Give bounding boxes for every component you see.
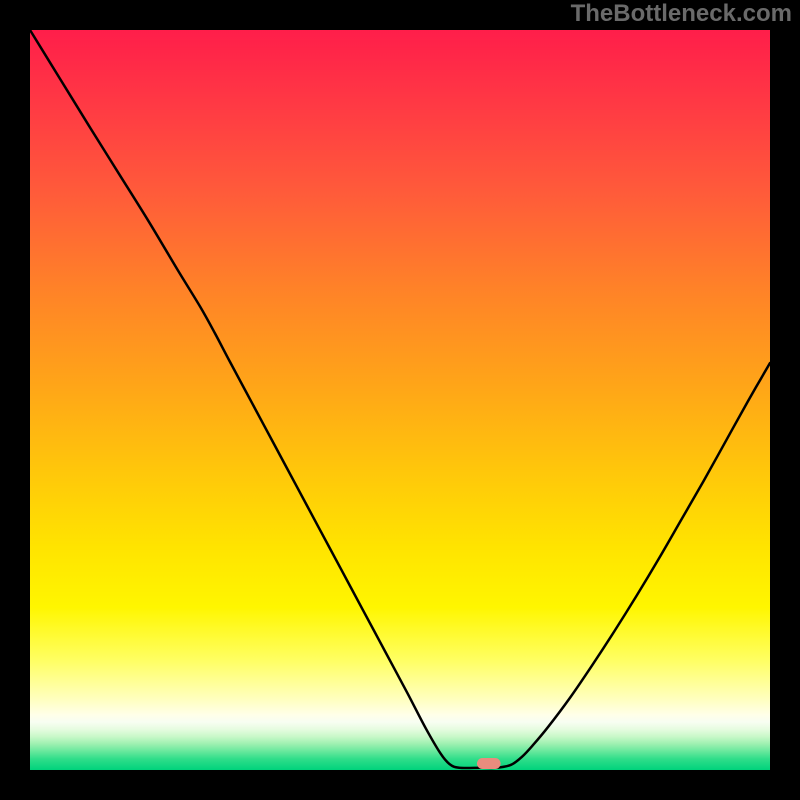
watermark-label: TheBottleneck.com: [571, 0, 792, 28]
chart-root: TheBottleneck.com: [0, 0, 800, 800]
gradient-background: [30, 30, 770, 770]
optimal-marker: [477, 758, 501, 769]
chart-svg: [0, 0, 800, 800]
